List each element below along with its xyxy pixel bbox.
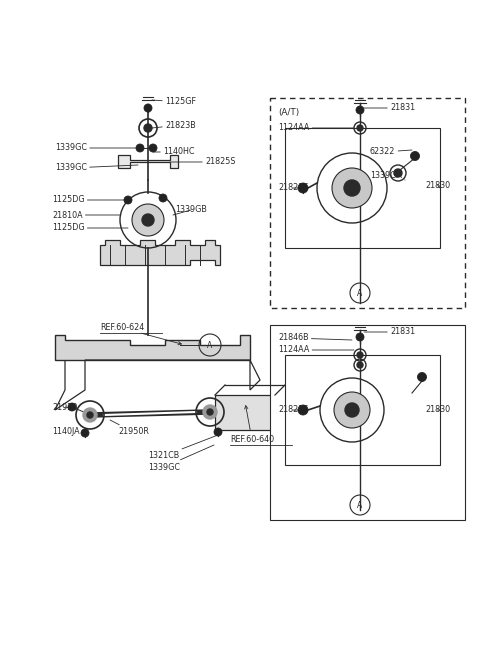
Text: A: A: [358, 500, 362, 510]
Text: 21831: 21831: [364, 103, 415, 113]
Circle shape: [410, 151, 420, 160]
Text: 21821E: 21821E: [278, 183, 308, 193]
Circle shape: [356, 333, 364, 341]
Circle shape: [87, 412, 93, 418]
Text: 21810A: 21810A: [52, 210, 120, 219]
Circle shape: [136, 144, 144, 152]
Circle shape: [334, 392, 370, 428]
Text: 1140HC: 1140HC: [153, 147, 194, 157]
Text: REF.60-640: REF.60-640: [230, 405, 274, 445]
Text: 21846B: 21846B: [278, 333, 352, 343]
Text: 21830: 21830: [425, 405, 450, 415]
Text: 1339GA: 1339GA: [370, 170, 405, 180]
Circle shape: [144, 124, 152, 132]
Text: 21920: 21920: [52, 403, 77, 413]
Text: 21823B: 21823B: [152, 121, 196, 130]
Circle shape: [214, 428, 222, 436]
Text: 62322: 62322: [370, 147, 412, 157]
Bar: [270, 325, 465, 520]
Text: 1321CB: 1321CB: [148, 435, 218, 460]
Text: 1125DG: 1125DG: [52, 223, 128, 233]
Text: 1124AA: 1124AA: [278, 124, 354, 132]
Text: 21831: 21831: [364, 328, 415, 337]
Text: 1140JA: 1140JA: [52, 428, 85, 436]
Text: 1339GC: 1339GC: [55, 143, 140, 153]
Circle shape: [142, 214, 154, 226]
Text: 1339GC: 1339GC: [148, 445, 214, 472]
Circle shape: [83, 408, 97, 422]
Text: A: A: [358, 288, 362, 297]
Text: (A/T): (A/T): [278, 107, 299, 117]
Polygon shape: [100, 240, 220, 265]
Circle shape: [68, 403, 76, 411]
Text: 21821E: 21821E: [278, 405, 308, 415]
Circle shape: [159, 194, 167, 202]
Circle shape: [124, 196, 132, 204]
Text: 21950R: 21950R: [110, 420, 149, 436]
Bar: [285, 355, 440, 465]
Text: 21830: 21830: [425, 181, 450, 189]
Circle shape: [344, 180, 360, 196]
Circle shape: [298, 405, 308, 415]
Circle shape: [149, 144, 157, 152]
Circle shape: [144, 104, 152, 112]
Circle shape: [298, 183, 308, 193]
Circle shape: [132, 204, 164, 236]
Circle shape: [203, 405, 217, 419]
Circle shape: [357, 362, 363, 368]
Bar: [215, 395, 275, 430]
Circle shape: [81, 429, 89, 437]
Circle shape: [418, 373, 427, 381]
Polygon shape: [118, 155, 178, 168]
Text: 1339GB: 1339GB: [173, 206, 207, 215]
Circle shape: [345, 403, 359, 417]
Text: A: A: [207, 341, 213, 350]
Circle shape: [357, 125, 363, 131]
Polygon shape: [55, 335, 250, 360]
Text: 1339GC: 1339GC: [55, 164, 138, 172]
Circle shape: [207, 409, 213, 415]
Text: REF.60-624: REF.60-624: [100, 324, 181, 345]
Bar: [270, 98, 465, 308]
Text: 21825S: 21825S: [170, 157, 236, 166]
Circle shape: [394, 169, 402, 177]
Text: 1124AA: 1124AA: [278, 345, 354, 354]
Circle shape: [356, 106, 364, 114]
Text: 1125GF: 1125GF: [152, 98, 196, 107]
Circle shape: [357, 352, 363, 358]
Circle shape: [332, 168, 372, 208]
Bar: [285, 128, 440, 248]
Text: 1125DG: 1125DG: [52, 195, 128, 204]
